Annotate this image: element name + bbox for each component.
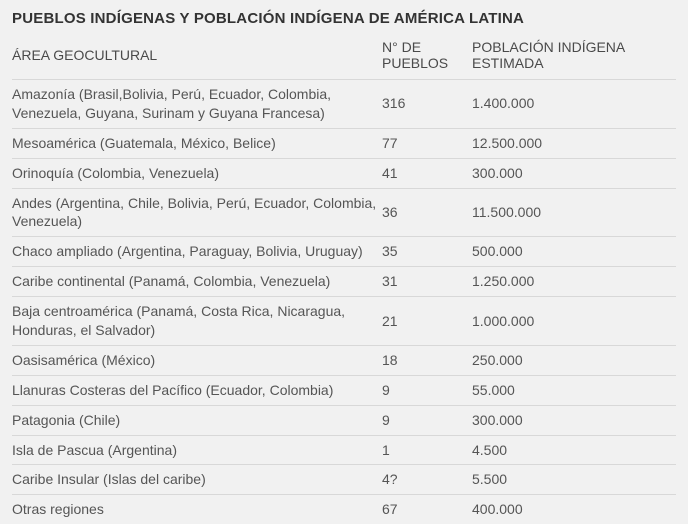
- cell-num: 41: [382, 158, 472, 188]
- cell-num: 31: [382, 267, 472, 297]
- cell-num: 9: [382, 375, 472, 405]
- table-row: Otras regiones67400.000: [12, 495, 676, 524]
- table-row: Chaco ampliado (Argentina, Paraguay, Bol…: [12, 237, 676, 267]
- cell-num: 67: [382, 495, 472, 524]
- cell-area: Llanuras Costeras del Pacífico (Ecuador,…: [12, 375, 382, 405]
- cell-num: 9: [382, 405, 472, 435]
- cell-area: Oasisamérica (México): [12, 345, 382, 375]
- cell-num: 316: [382, 80, 472, 129]
- cell-num: 21: [382, 297, 472, 346]
- cell-num: 35: [382, 237, 472, 267]
- cell-pop: 1.250.000: [472, 267, 676, 297]
- cell-pop: 500.000: [472, 237, 676, 267]
- cell-pop: 1.400.000: [472, 80, 676, 129]
- cell-pop: 4.500: [472, 435, 676, 465]
- table-row: Isla de Pascua (Argentina)14.500: [12, 435, 676, 465]
- cell-area: Patagonia (Chile): [12, 405, 382, 435]
- col-header-num: N° DE PUEBLOS: [382, 33, 472, 80]
- cell-pop: 300.000: [472, 158, 676, 188]
- cell-area: Mesoamérica (Guatemala, México, Belice): [12, 128, 382, 158]
- col-header-area: ÁREA GEOCULTURAL: [12, 33, 382, 80]
- table-row: Baja centroamérica (Panamá, Costa Rica, …: [12, 297, 676, 346]
- cell-pop: 11.500.000: [472, 188, 676, 237]
- col-header-pop: POBLACIÓN INDÍGENA ESTIMADA: [472, 33, 676, 80]
- cell-area: Otras regiones: [12, 495, 382, 524]
- table-row: Llanuras Costeras del Pacífico (Ecuador,…: [12, 375, 676, 405]
- cell-area: Amazonía (Brasil,Bolivia, Perú, Ecuador,…: [12, 80, 382, 129]
- table-row: Caribe continental (Panamá, Colombia, Ve…: [12, 267, 676, 297]
- table-row: Oasisamérica (México)18250.000: [12, 345, 676, 375]
- header-row: ÁREA GEOCULTURAL N° DE PUEBLOS POBLACIÓN…: [12, 33, 676, 80]
- table-body: Amazonía (Brasil,Bolivia, Perú, Ecuador,…: [12, 80, 676, 524]
- cell-area: Orinoquía (Colombia, Venezuela): [12, 158, 382, 188]
- table-row: Andes (Argentina, Chile, Bolivia, Perú, …: [12, 188, 676, 237]
- table-title: PUEBLOS INDÍGENAS Y POBLACIÓN INDÍGENA D…: [12, 10, 676, 27]
- cell-area: Caribe Insular (Islas del caribe): [12, 465, 382, 495]
- cell-pop: 250.000: [472, 345, 676, 375]
- table-row: Patagonia (Chile)9300.000: [12, 405, 676, 435]
- cell-pop: 400.000: [472, 495, 676, 524]
- cell-pop: 12.500.000: [472, 128, 676, 158]
- cell-num: 36: [382, 188, 472, 237]
- data-table: ÁREA GEOCULTURAL N° DE PUEBLOS POBLACIÓN…: [12, 33, 676, 524]
- cell-area: Baja centroamérica (Panamá, Costa Rica, …: [12, 297, 382, 346]
- cell-num: 18: [382, 345, 472, 375]
- cell-pop: 1.000.000: [472, 297, 676, 346]
- cell-area: Andes (Argentina, Chile, Bolivia, Perú, …: [12, 188, 382, 237]
- cell-pop: 55.000: [472, 375, 676, 405]
- cell-num: 77: [382, 128, 472, 158]
- cell-pop: 300.000: [472, 405, 676, 435]
- table-row: Caribe Insular (Islas del caribe)4?5.500: [12, 465, 676, 495]
- cell-area: Isla de Pascua (Argentina): [12, 435, 382, 465]
- cell-pop: 5.500: [472, 465, 676, 495]
- table-row: Amazonía (Brasil,Bolivia, Perú, Ecuador,…: [12, 80, 676, 129]
- table-row: Orinoquía (Colombia, Venezuela)41300.000: [12, 158, 676, 188]
- cell-area: Caribe continental (Panamá, Colombia, Ve…: [12, 267, 382, 297]
- table-row: Mesoamérica (Guatemala, México, Belice)7…: [12, 128, 676, 158]
- cell-num: 1: [382, 435, 472, 465]
- cell-num: 4?: [382, 465, 472, 495]
- cell-area: Chaco ampliado (Argentina, Paraguay, Bol…: [12, 237, 382, 267]
